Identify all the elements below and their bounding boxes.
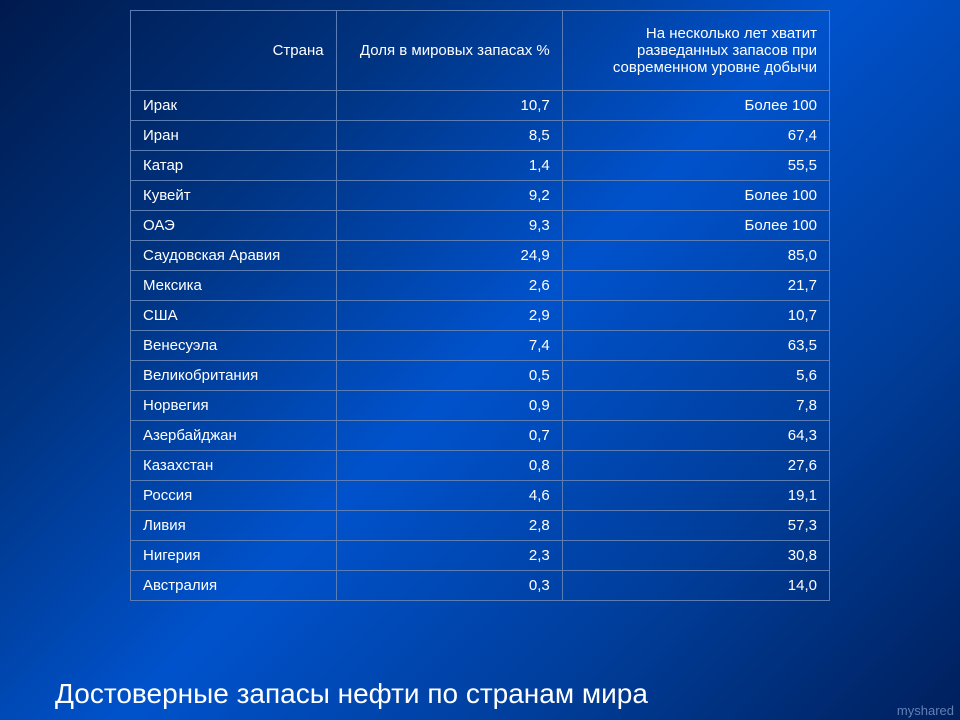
table-row: Азербайджан0,764,3 [131,421,830,451]
table-row: Венесуэла7,463,5 [131,331,830,361]
cell-years: 67,4 [562,121,829,151]
cell-country: Кувейт [131,181,337,211]
cell-years: 10,7 [562,301,829,331]
table-row: Ирак10,7Более 100 [131,91,830,121]
cell-years: 57,3 [562,511,829,541]
cell-country: Азербайджан [131,421,337,451]
cell-share: 24,9 [336,241,562,271]
table-row: Мексика2,621,7 [131,271,830,301]
cell-share: 0,7 [336,421,562,451]
table-row: Иран8,567,4 [131,121,830,151]
cell-share: 7,4 [336,331,562,361]
cell-years: 64,3 [562,421,829,451]
cell-share: 0,8 [336,451,562,481]
col-country-header: Страна [131,11,337,91]
cell-share: 0,9 [336,391,562,421]
cell-country: США [131,301,337,331]
table-body: Ирак10,7Более 100Иран8,567,4Катар1,455,5… [131,91,830,601]
cell-years: 7,8 [562,391,829,421]
cell-share: 8,5 [336,121,562,151]
table-row: Нигерия2,330,8 [131,541,830,571]
cell-share: 4,6 [336,481,562,511]
cell-share: 2,3 [336,541,562,571]
cell-years: 55,5 [562,151,829,181]
table-header-row: Страна Доля в мировых запасах % На неско… [131,11,830,91]
cell-share: 2,9 [336,301,562,331]
watermark: myshared [897,703,954,718]
table-row: Казахстан0,827,6 [131,451,830,481]
cell-share: 9,3 [336,211,562,241]
col-share-header: Доля в мировых запасах % [336,11,562,91]
cell-share: 1,4 [336,151,562,181]
cell-country: Россия [131,481,337,511]
table-row: ОАЭ9,3Более 100 [131,211,830,241]
cell-years: 14,0 [562,571,829,601]
cell-years: 19,1 [562,481,829,511]
slide-caption: Достоверные запасы нефти по странам мира [0,664,960,720]
cell-share: 2,6 [336,271,562,301]
cell-years: 5,6 [562,361,829,391]
cell-country: Ирак [131,91,337,121]
cell-share: 0,5 [336,361,562,391]
cell-country: Катар [131,151,337,181]
cell-years: 21,7 [562,271,829,301]
cell-years: 63,5 [562,331,829,361]
table-row: Австралия0,314,0 [131,571,830,601]
cell-share: 2,8 [336,511,562,541]
cell-years: Более 100 [562,181,829,211]
cell-country: Норвегия [131,391,337,421]
table-row: Норвегия0,97,8 [131,391,830,421]
table-row: Россия4,619,1 [131,481,830,511]
cell-country: Нигерия [131,541,337,571]
cell-country: Австралия [131,571,337,601]
table-row: Кувейт9,2Более 100 [131,181,830,211]
cell-years: 27,6 [562,451,829,481]
cell-years: Более 100 [562,91,829,121]
cell-share: 9,2 [336,181,562,211]
cell-years: 30,8 [562,541,829,571]
cell-country: Саудовская Аравия [131,241,337,271]
cell-years: Более 100 [562,211,829,241]
col-years-header: На несколько лет хватит разведанных запа… [562,11,829,91]
cell-share: 10,7 [336,91,562,121]
table-row: Саудовская Аравия24,985,0 [131,241,830,271]
cell-country: Венесуэла [131,331,337,361]
cell-country: Иран [131,121,337,151]
oil-reserves-table: Страна Доля в мировых запасах % На неско… [130,10,830,601]
table-row: США2,910,7 [131,301,830,331]
cell-country: Ливия [131,511,337,541]
cell-country: Казахстан [131,451,337,481]
table-row: Великобритания0,55,6 [131,361,830,391]
cell-country: Великобритания [131,361,337,391]
table-row: Ливия2,857,3 [131,511,830,541]
table-row: Катар1,455,5 [131,151,830,181]
cell-share: 0,3 [336,571,562,601]
cell-years: 85,0 [562,241,829,271]
cell-country: Мексика [131,271,337,301]
cell-country: ОАЭ [131,211,337,241]
table-container: Страна Доля в мировых запасах % На неско… [0,0,960,664]
